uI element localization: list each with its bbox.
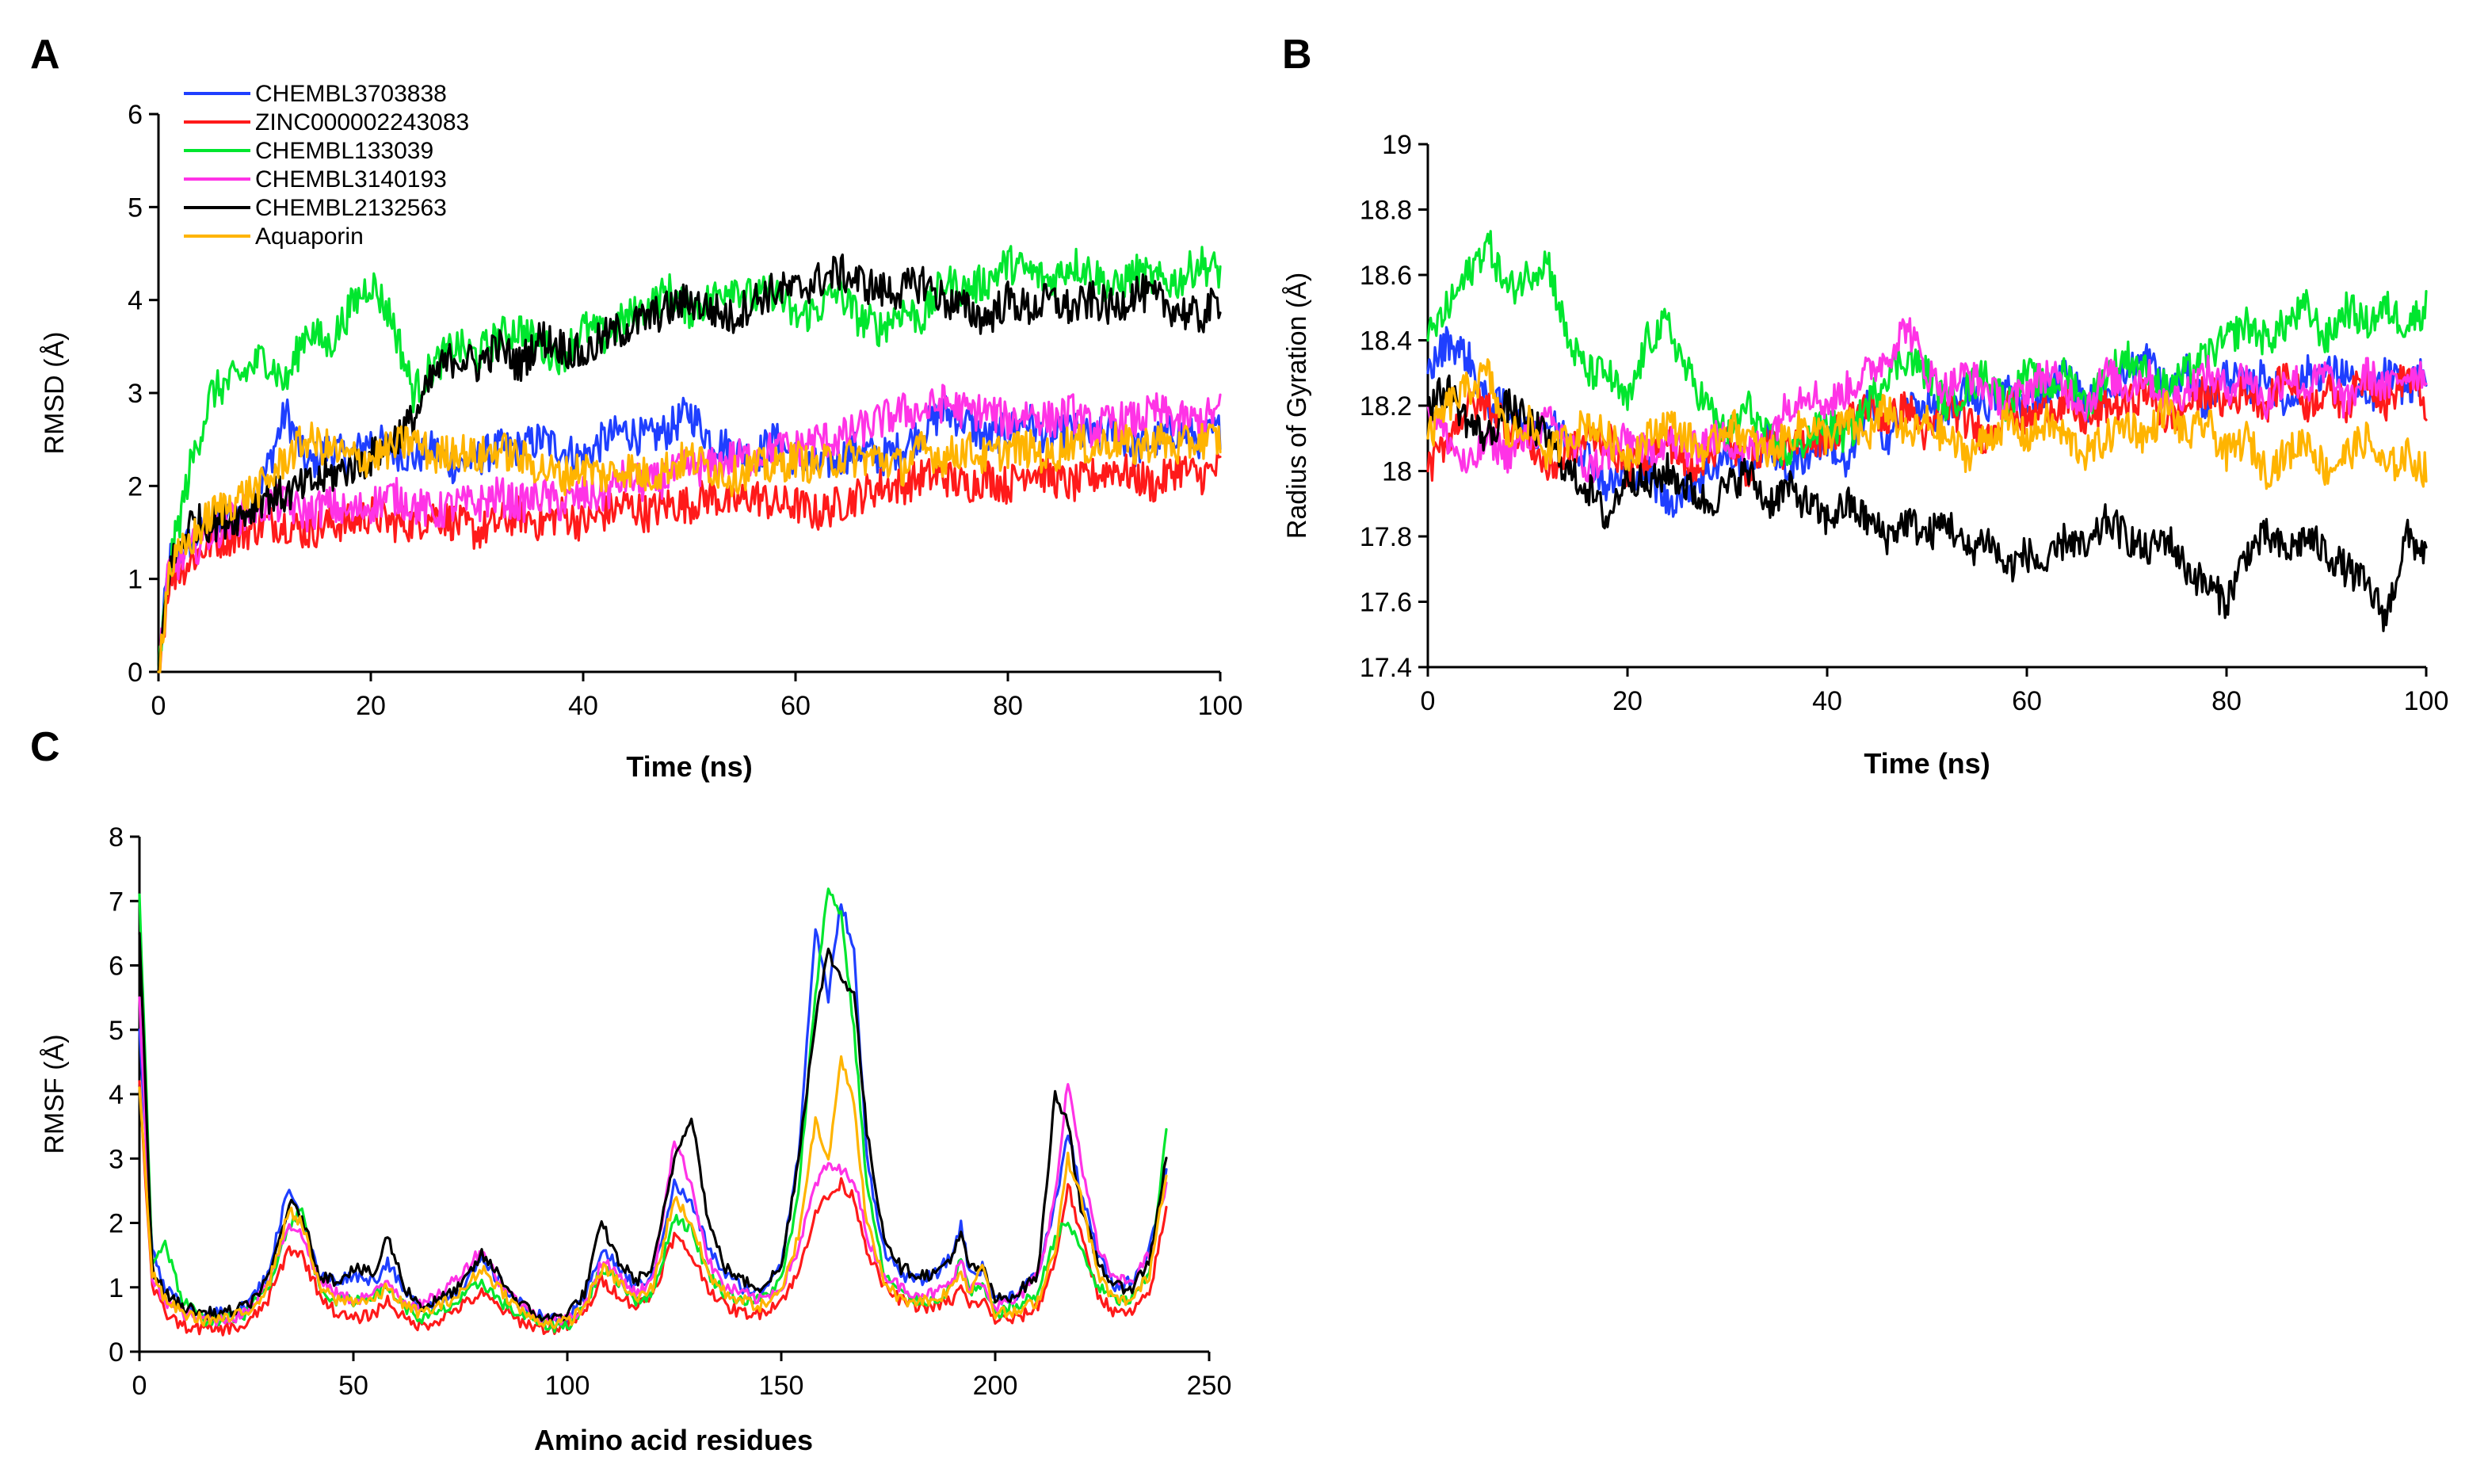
y-tick-label: 6 [109, 952, 124, 982]
x-axis-title: Time (ns) [1864, 747, 1990, 780]
y-tick-label: 5 [109, 1016, 124, 1046]
series-line-chembl3140193 [157, 383, 1222, 673]
series-line-aquaporin [1426, 358, 2428, 490]
y-tick-label: 4 [128, 286, 143, 316]
x-tick-label: 100 [545, 1371, 590, 1401]
y-tick-label: 18.2 [1360, 391, 1412, 422]
series-line-chembl3140193 [1426, 317, 2428, 483]
x-tick-label: 20 [356, 691, 386, 721]
y-axis-title: RMSF (Å) [40, 1034, 70, 1154]
y-tick-label: 7 [109, 887, 124, 917]
data-series [1426, 230, 2428, 632]
x-tick-label: 100 [2404, 686, 2449, 716]
x-tick-label: 40 [1812, 686, 1842, 716]
x-tick-label: 60 [2012, 686, 2042, 716]
legend-item: CHEMBL3703838 [184, 81, 447, 107]
x-tick-label: 200 [973, 1371, 1018, 1401]
panel-b-radius-of-gyration-chart: B 17.4 17.6 17.8 18 18.2 18.4 18.6 18.8 19 0 20 40 6… [1282, 32, 2448, 780]
x-tick-label: 0 [132, 1371, 147, 1401]
y-tick-label: 1 [128, 565, 143, 595]
y-tick-label: 17.4 [1360, 653, 1412, 683]
legend-label: Aquaporin [255, 223, 364, 250]
series-line-aquaporin [157, 421, 1222, 673]
y-tick-label: 1 [109, 1273, 124, 1303]
legend-label: CHEMBL3703838 [255, 81, 447, 107]
panel-c-rmsf-chart: C 0 1 2 3 4 5 6 7 8 0 50 100 150 200 250 Amino acid re… [30, 724, 1231, 1456]
series-line-chembl2132563 [138, 932, 1168, 1324]
y-tick-label: 5 [128, 193, 143, 223]
x-axis-title: Amino acid residues [534, 1424, 813, 1456]
y-tick-label: 3 [128, 379, 143, 409]
y-tick-label: 17.6 [1360, 588, 1412, 618]
data-series [138, 887, 1168, 1337]
x-axis-title: Time (ns) [626, 750, 752, 783]
legend-item: ZINC000002243083 [184, 109, 469, 135]
legend-label: ZINC000002243083 [255, 109, 469, 135]
legend-label: CHEMBL133039 [255, 138, 433, 164]
y-tick-label: 19 [1382, 130, 1412, 160]
x-tick-label: 0 [1421, 686, 1436, 716]
x-tick-label: 80 [2211, 686, 2242, 716]
y-tick-label: 2 [128, 471, 143, 502]
y-tick-label: 18.4 [1360, 326, 1412, 357]
axis-ticks: 0 1 2 3 4 5 6 7 8 0 50 100 150 200 250 [109, 822, 1231, 1401]
legend-label: CHEMBL3140193 [255, 166, 447, 193]
legend-item: CHEMBL133039 [184, 138, 433, 164]
x-tick-label: 150 [759, 1371, 804, 1401]
y-tick-label: 3 [109, 1144, 124, 1174]
y-tick-label: 8 [109, 822, 124, 853]
y-tick-label: 18.8 [1360, 196, 1412, 226]
y-axis-title: RMSD (Å) [40, 332, 70, 455]
panel-letter-a: A [30, 32, 60, 78]
panel-letter-c: C [30, 724, 60, 770]
y-tick-label: 6 [128, 100, 143, 130]
data-series [157, 245, 1222, 673]
panel-letter-b: B [1282, 32, 1312, 78]
x-tick-label: 100 [1198, 691, 1243, 721]
series-line-zinc000002243083 [157, 451, 1222, 673]
y-tick-label: 0 [128, 658, 143, 688]
x-tick-label: 20 [1612, 686, 1643, 716]
y-tick-label: 17.8 [1360, 522, 1412, 552]
x-tick-label: 50 [338, 1371, 368, 1401]
y-tick-label: 18.6 [1360, 261, 1412, 291]
legend-item: Aquaporin [184, 223, 364, 250]
x-tick-label: 40 [568, 691, 598, 721]
legend: CHEMBL3703838 ZINC000002243083 CHEMBL133… [184, 81, 469, 250]
series-line-chembl2132563 [1426, 374, 2428, 632]
series-line-aquaporin [138, 1055, 1168, 1329]
series-line-chembl2132563 [157, 253, 1222, 673]
x-tick-label: 60 [780, 691, 811, 721]
y-tick-label: 4 [109, 1080, 124, 1110]
axis-ticks: 17.4 17.6 17.8 18 18.2 18.4 18.6 18.8 19 0 20 40 60 8… [1360, 130, 2449, 716]
x-tick-label: 0 [151, 691, 166, 721]
x-tick-label: 80 [993, 691, 1023, 721]
legend-label: CHEMBL2132563 [255, 195, 447, 221]
y-tick-label: 2 [109, 1209, 124, 1239]
y-tick-label: 0 [109, 1337, 124, 1368]
y-axis-title: Radius of Gyration (Å) [1282, 273, 1312, 539]
legend-item: CHEMBL2132563 [184, 195, 447, 221]
y-tick-label: 18 [1382, 457, 1412, 487]
x-tick-label: 250 [1187, 1371, 1232, 1401]
legend-item: CHEMBL3140193 [184, 166, 447, 193]
